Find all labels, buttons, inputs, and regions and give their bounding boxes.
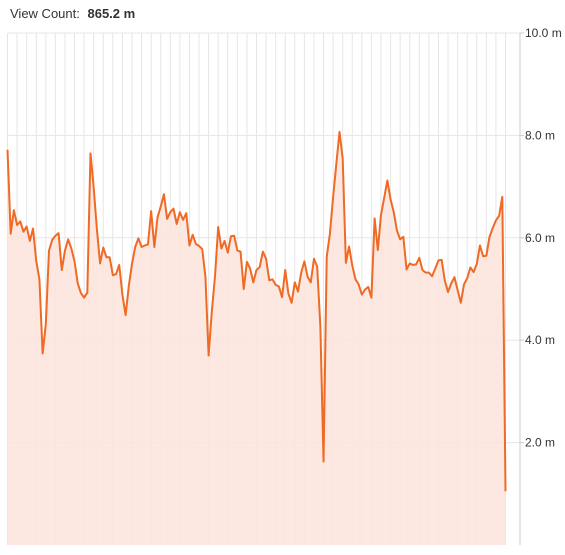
y-axis-tick-label: 8.0 m — [525, 128, 555, 142]
y-axis-tick-label: 10.0 m — [525, 26, 562, 40]
y-axis-tick-label: 4.0 m — [525, 333, 555, 347]
y-axis-tick-label: 2.0 m — [525, 436, 555, 450]
series-line — [6, 130, 507, 492]
view-count-summary: View Count: 865.2 m — [10, 6, 135, 21]
y-axis-tick-label: 6.0 m — [525, 231, 555, 245]
view-count-value: 865.2 m — [87, 6, 136, 21]
y-axis-tick-labels: 2.0 m 4.0 m 6.0 m 8.0 m 10.0 m — [520, 26, 562, 450]
series-area-fill — [7, 131, 506, 545]
view-count-label: View Count: — [10, 6, 80, 21]
